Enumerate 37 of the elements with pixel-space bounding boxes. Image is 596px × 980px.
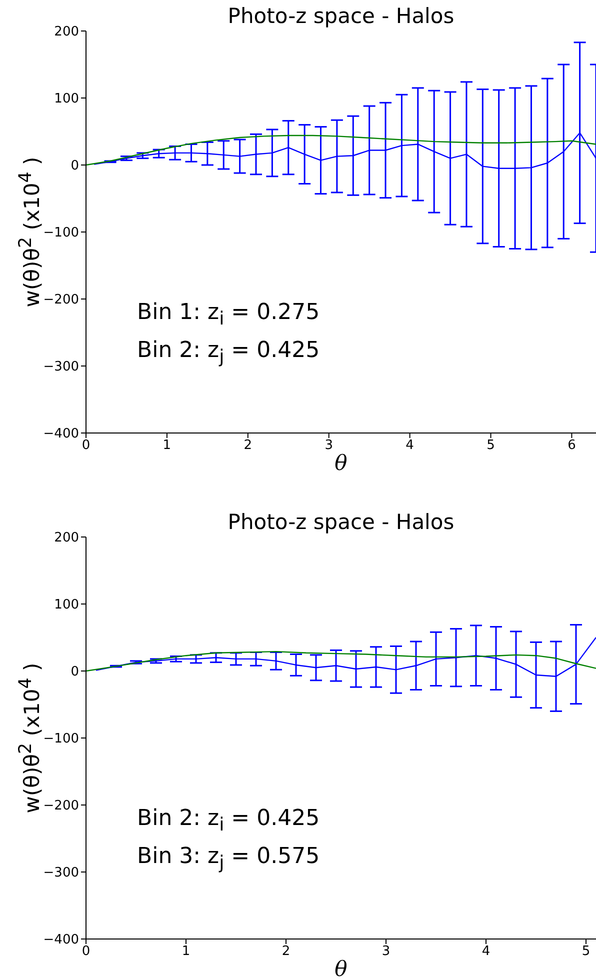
y-tick-label: −200 <box>43 292 79 308</box>
y-tick-label: −100 <box>43 732 79 747</box>
x-tick-label: 3 <box>324 438 333 454</box>
y-tick-label: 0 <box>70 664 79 680</box>
line-series <box>86 650 596 672</box>
annotation: Bin 3: z$_{j}$ = 0.575 <box>137 844 320 874</box>
x-tick-label: 2 <box>282 944 290 960</box>
x-tick-label: 0 <box>82 944 90 960</box>
y-tick-label: 200 <box>54 24 79 40</box>
y-tick-label: −100 <box>43 226 79 241</box>
x-tick-label: 5 <box>486 438 495 454</box>
chart-title: Photo-z space - Halos <box>226 4 456 28</box>
chart-title: Photo-z space - Halos <box>226 510 456 534</box>
x-tick-label: 5 <box>582 944 590 960</box>
x-tick-label: 3 <box>382 944 390 960</box>
y-tick-label: −300 <box>43 866 79 881</box>
x-tick-label: 4 <box>406 438 414 454</box>
x-axis-title: θ <box>334 451 348 475</box>
annotation: Bin 2: z$_{i}$ = 0.425 <box>137 806 320 836</box>
line-series <box>86 134 596 166</box>
y-tick-label: −300 <box>43 360 79 375</box>
y-tick-label: 200 <box>54 530 79 546</box>
x-tick-label: 1 <box>182 944 190 960</box>
y-tick-label: 0 <box>70 158 79 174</box>
x-tick-label: 6 <box>568 438 576 454</box>
annotation: Bin 1: z$_{i}$ = 0.275 <box>137 300 320 330</box>
y-tick-label: 100 <box>54 598 79 613</box>
x-tick-label: 4 <box>482 944 490 960</box>
y-tick-label: −400 <box>43 426 79 442</box>
y-tick-label: 100 <box>54 92 79 107</box>
annotation: Bin 2: z$_{j}$ = 0.425 <box>137 338 320 368</box>
x-tick-label: 1 <box>162 438 172 454</box>
x-tick-label: 2 <box>244 438 252 454</box>
x-axis-title: θ <box>334 957 348 980</box>
x-tick-label: 0 <box>82 438 90 454</box>
y-tick-label: −400 <box>43 932 79 948</box>
y-tick-label: −200 <box>43 798 79 814</box>
